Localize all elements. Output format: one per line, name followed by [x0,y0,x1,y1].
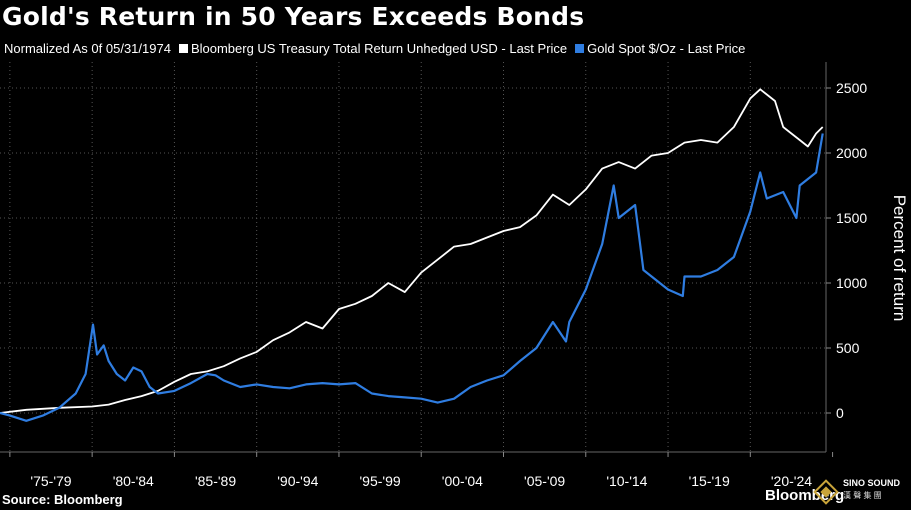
x-tick-label: '90-'94 [277,473,318,489]
watermark-name: SINO SOUND [843,478,901,488]
y-axis-title: Percent of return [890,195,909,322]
watermark-subtitle: 漢 聲 集 團 [843,491,882,500]
y-tick-label: 1000 [836,275,867,291]
legend-swatch-bonds [178,44,188,53]
diamond-logo-icon [813,479,839,505]
x-tick-label: '20-'24 [771,473,812,489]
x-tick-label: '80-'84 [113,473,154,489]
legend-swatch-gold [575,44,585,53]
legend-item-bonds: Bloomberg US Treasury Total Return Unhed… [178,41,568,56]
x-tick-label: '10-'14 [606,473,647,489]
source-note: Source: Bloomberg [2,492,123,507]
y-tick-label: 2500 [836,80,867,96]
y-tick-label: 2000 [836,145,867,161]
x-tick-label: '00-'04 [442,473,483,489]
x-tick-label: '15-'19 [689,473,730,489]
legend-label-bonds: Bloomberg US Treasury Total Return Unhed… [190,41,568,56]
y-tick-label: 1500 [836,210,867,226]
chart-title: Gold's Return in 50 Years Exceeds Bonds [2,2,585,31]
y-tick-label: 0 [836,405,844,421]
legend-label-gold: Gold Spot $/Oz - Last Price [587,41,746,56]
x-tick-label: '75-'79 [30,473,71,489]
legend: Normalized As 0f 05/31/1974 Bloomberg US… [4,41,753,56]
x-tick-label: '05-'09 [524,473,565,489]
x-tick-label: '95-'99 [360,473,401,489]
legend-item-gold: Gold Spot $/Oz - Last Price [575,41,745,56]
normalization-note: Normalized As 0f 05/31/1974 [4,41,171,56]
x-tick-label: '85-'89 [195,473,236,489]
series-line-bonds [0,88,824,414]
series-line-gold [0,133,824,422]
watermark-badge: SINO SOUND 漢 聲 集 團 [813,476,911,510]
y-tick-label: 500 [836,340,860,356]
